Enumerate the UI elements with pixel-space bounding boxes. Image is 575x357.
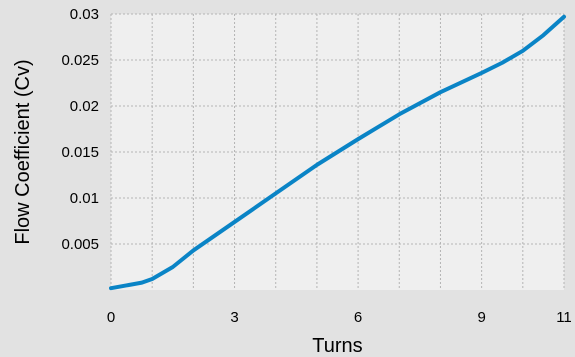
x-tick-label: 0 (107, 309, 115, 326)
y-tick-label: 0.025 (61, 52, 99, 69)
x-tick-labels: 0 3 6 9 11 (107, 309, 572, 326)
y-tick-label: 0.03 (70, 6, 99, 23)
x-axis-title: Turns (312, 335, 362, 357)
y-axis-title: Flow Coefficient (Cv) (12, 59, 34, 244)
y-tick-label: 0.015 (61, 144, 99, 161)
x-tick-label: 9 (477, 309, 485, 326)
grid-lines (110, 13, 565, 290)
x-tick-label: 11 (556, 309, 572, 326)
y-tick-label: 0.01 (70, 190, 99, 207)
y-tick-labels: 0.005 0.01 0.015 0.02 0.025 0.03 (61, 6, 99, 253)
y-tick-label: 0.005 (61, 236, 99, 253)
x-tick-label: 6 (354, 309, 362, 326)
y-tick-label: 0.02 (70, 98, 99, 115)
series-line (109, 14, 566, 291)
x-tick-label: 3 (230, 309, 238, 326)
